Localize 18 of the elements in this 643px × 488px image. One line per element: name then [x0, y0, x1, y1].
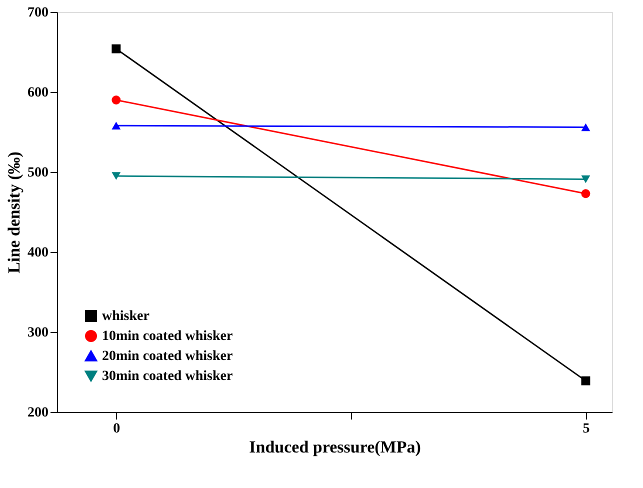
- x-tick-label: 0: [113, 422, 120, 436]
- y-tick-label: 300: [28, 326, 48, 340]
- legend-label: 10min coated whisker: [102, 329, 233, 344]
- y-tick-label: 200: [28, 406, 48, 420]
- point: [112, 44, 121, 54]
- legend-label: whisker: [102, 309, 150, 324]
- point: [581, 376, 590, 386]
- y-tick-label: 600: [28, 86, 48, 100]
- x-axis-title: Induced pressure(MPa): [249, 438, 421, 456]
- point: [581, 189, 590, 198]
- y-axis-title: Line density (‰): [4, 152, 24, 274]
- y-tick-label: 400: [28, 246, 48, 260]
- legend-label: 20min coated whisker: [102, 349, 233, 364]
- x-tick-label: 5: [582, 422, 590, 436]
- y-tick-label: 500: [28, 166, 48, 180]
- legend-label: 30min coated whisker: [102, 369, 233, 384]
- point: [112, 96, 121, 104]
- y-tick-label: 700: [28, 6, 48, 20]
